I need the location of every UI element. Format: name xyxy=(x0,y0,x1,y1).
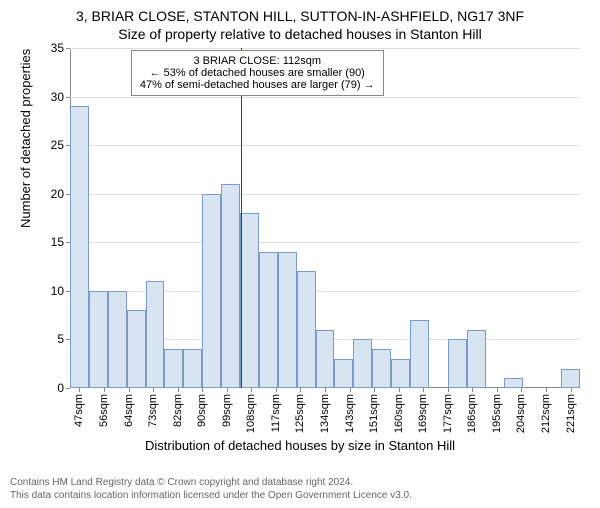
grid-line xyxy=(70,145,580,146)
histogram-bar xyxy=(316,330,335,388)
x-tick-label: 134sqm xyxy=(319,394,331,433)
x-tick-label: 117sqm xyxy=(270,394,282,432)
x-tick-label: 82sqm xyxy=(172,394,184,427)
histogram-bar xyxy=(334,359,353,388)
y-axis-label: Number of detached properties xyxy=(18,49,33,228)
y-tick-label: 10 xyxy=(51,284,64,298)
x-tick-label: 212sqm xyxy=(540,394,552,433)
histogram-bar xyxy=(410,320,429,388)
x-tick-mark xyxy=(571,388,572,392)
histogram-bar xyxy=(108,291,127,388)
y-tick-mark xyxy=(66,48,70,49)
histogram-bar xyxy=(70,106,89,388)
footer-attribution: Contains HM Land Registry data © Crown c… xyxy=(10,476,412,502)
y-tick-label: 20 xyxy=(51,187,64,201)
y-tick-label: 5 xyxy=(57,332,64,346)
x-tick-label: 56sqm xyxy=(98,394,110,427)
histogram-bar xyxy=(89,291,108,388)
annotation-box: 3 BRIAR CLOSE: 112sqm← 53% of detached h… xyxy=(131,50,384,96)
histogram-bar xyxy=(353,339,372,388)
histogram-bar xyxy=(561,369,580,388)
x-tick-mark xyxy=(350,388,351,392)
x-tick-label: 143sqm xyxy=(344,394,356,433)
x-tick-label: 73sqm xyxy=(147,394,159,427)
x-tick-label: 151sqm xyxy=(368,394,380,433)
reference-line xyxy=(241,48,242,388)
x-tick-mark xyxy=(202,388,203,392)
x-tick-label: 125sqm xyxy=(294,394,306,433)
histogram-bar xyxy=(202,194,221,388)
grid-line xyxy=(70,242,580,243)
chart-title-line2: Size of property relative to detached ho… xyxy=(0,26,600,42)
histogram-bar xyxy=(448,339,467,388)
y-tick-mark xyxy=(66,97,70,98)
x-tick-label: 195sqm xyxy=(491,394,503,433)
grid-line xyxy=(70,48,580,49)
chart-plot-area: 0510152025303547sqm56sqm64sqm73sqm82sqm9… xyxy=(70,48,580,388)
x-tick-mark xyxy=(374,388,375,392)
y-tick-label: 25 xyxy=(51,138,64,152)
x-tick-label: 47sqm xyxy=(73,394,85,427)
x-tick-label: 221sqm xyxy=(565,394,577,433)
x-tick-mark xyxy=(178,388,179,392)
y-tick-label: 0 xyxy=(57,381,64,395)
histogram-bar xyxy=(164,349,183,388)
histogram-bar xyxy=(127,310,146,388)
x-tick-label: 90sqm xyxy=(196,394,208,427)
x-axis-label: Distribution of detached houses by size … xyxy=(0,438,600,453)
y-tick-label: 35 xyxy=(51,41,64,55)
histogram-bar xyxy=(278,252,297,388)
x-tick-mark xyxy=(448,388,449,392)
annotation-line1: 3 BRIAR CLOSE: 112sqm xyxy=(140,55,375,67)
x-tick-mark xyxy=(153,388,154,392)
histogram-bar xyxy=(221,184,240,388)
x-tick-mark xyxy=(399,388,400,392)
footer-line2: This data contains location information … xyxy=(10,489,412,502)
x-tick-label: 204sqm xyxy=(515,394,527,433)
chart-title-line1: 3, BRIAR CLOSE, STANTON HILL, SUTTON-IN-… xyxy=(0,8,600,24)
x-tick-label: 177sqm xyxy=(442,394,454,433)
footer-line1: Contains HM Land Registry data © Crown c… xyxy=(10,476,412,489)
x-tick-label: 64sqm xyxy=(123,394,135,427)
x-tick-mark xyxy=(497,388,498,392)
annotation-line2: ← 53% of detached houses are smaller (90… xyxy=(140,67,375,79)
histogram-bar xyxy=(391,359,410,388)
x-tick-mark xyxy=(104,388,105,392)
histogram-bar xyxy=(297,271,316,388)
histogram-bar xyxy=(504,378,523,388)
x-tick-mark xyxy=(276,388,277,392)
histogram-bar xyxy=(467,330,486,388)
x-tick-mark xyxy=(227,388,228,392)
x-tick-mark xyxy=(325,388,326,392)
x-tick-label: 186sqm xyxy=(466,394,478,433)
x-tick-label: 99sqm xyxy=(221,394,233,427)
y-tick-mark xyxy=(66,388,70,389)
grid-line xyxy=(70,194,580,195)
x-tick-mark xyxy=(472,388,473,392)
x-tick-mark xyxy=(423,388,424,392)
histogram-bar xyxy=(240,213,259,388)
x-tick-mark xyxy=(129,388,130,392)
x-tick-mark xyxy=(521,388,522,392)
histogram-bar xyxy=(183,349,202,388)
x-tick-label: 108sqm xyxy=(245,394,257,433)
x-tick-mark xyxy=(546,388,547,392)
x-tick-label: 169sqm xyxy=(417,394,429,433)
grid-line xyxy=(70,97,580,98)
histogram-bar xyxy=(146,281,165,388)
x-tick-label: 160sqm xyxy=(393,394,405,433)
y-tick-label: 15 xyxy=(51,235,64,249)
x-tick-mark xyxy=(79,388,80,392)
annotation-line3: 47% of semi-detached houses are larger (… xyxy=(140,79,375,91)
histogram-bar xyxy=(259,252,278,388)
x-tick-mark xyxy=(300,388,301,392)
x-tick-mark xyxy=(251,388,252,392)
histogram-bar xyxy=(372,349,391,388)
y-tick-label: 30 xyxy=(51,90,64,104)
